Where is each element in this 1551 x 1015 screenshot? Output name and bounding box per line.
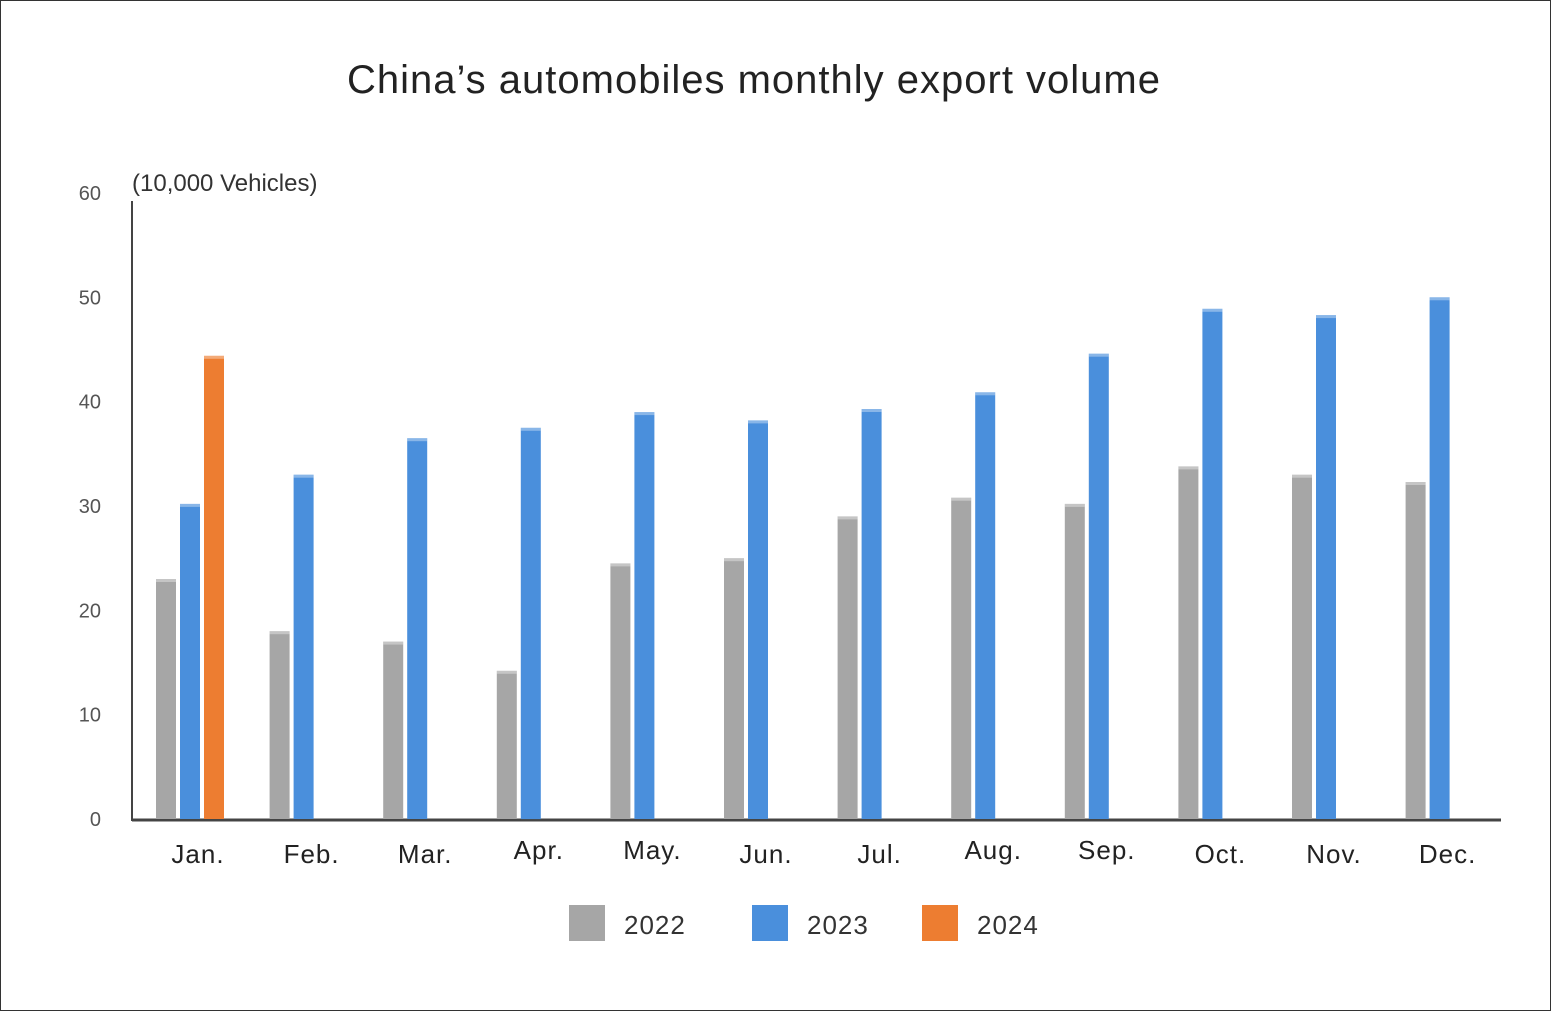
bar-cap bbox=[204, 355, 224, 359]
legend-label-2023: 2023 bbox=[807, 910, 869, 940]
bar-2024-0 bbox=[204, 355, 224, 819]
legend-label-2022: 2022 bbox=[624, 910, 686, 940]
bar-cap bbox=[837, 516, 858, 520]
bar-2023-5 bbox=[748, 420, 768, 819]
x-tick-label: Feb. bbox=[284, 839, 340, 869]
legend-swatch-2024 bbox=[922, 905, 958, 941]
bar-cap bbox=[975, 392, 996, 396]
bar-cap bbox=[1292, 474, 1312, 478]
x-tick-label: Aug. bbox=[964, 835, 1022, 865]
bar-2022-0 bbox=[156, 579, 176, 819]
bar-2023-8 bbox=[1088, 353, 1109, 819]
bar-cap bbox=[269, 631, 290, 635]
bar-cap bbox=[951, 497, 972, 501]
y-unit-label: (10,000 Vehicles) bbox=[132, 170, 317, 197]
y-tick-labels: 0 10 20 30 40 50 60 bbox=[79, 183, 101, 831]
bar-2023-7 bbox=[975, 392, 996, 819]
chart-title: China’s automobiles monthly export volum… bbox=[347, 58, 1161, 102]
bar-cap bbox=[383, 641, 404, 645]
bar-2023-9 bbox=[1202, 308, 1223, 819]
bar-2023-3 bbox=[520, 427, 541, 820]
bar-2022-4 bbox=[610, 563, 631, 819]
bar-cap bbox=[1316, 315, 1336, 319]
y-tick-label: 20 bbox=[79, 600, 101, 622]
x-tick-label: Apr. bbox=[514, 835, 564, 865]
legend: 2022 2023 2024 bbox=[569, 905, 1039, 941]
bar-2022-10 bbox=[1292, 474, 1312, 819]
y-tick-label: 0 bbox=[90, 809, 101, 831]
x-tick-label: Jan. bbox=[171, 839, 224, 869]
x-tick-label: Jun. bbox=[739, 839, 792, 869]
x-tick-label: Nov. bbox=[1306, 839, 1362, 869]
bar-2023-0 bbox=[180, 503, 200, 819]
bar-2022-3 bbox=[496, 670, 517, 819]
y-tick-label: 50 bbox=[79, 287, 101, 309]
bar-cap bbox=[1088, 353, 1109, 357]
x-tick-label: Sep. bbox=[1078, 835, 1136, 865]
y-tick-label: 10 bbox=[79, 705, 101, 727]
bar-2023-2 bbox=[407, 438, 428, 819]
bar-2023-6 bbox=[861, 409, 882, 819]
x-tick-label: Dec. bbox=[1419, 839, 1476, 869]
bar-cap bbox=[1429, 297, 1450, 301]
bar-2022-8 bbox=[1064, 503, 1085, 819]
x-tick-label: Oct. bbox=[1195, 839, 1247, 869]
bar-2022-2 bbox=[383, 641, 404, 819]
bar-2022-9 bbox=[1178, 466, 1199, 819]
bar-2023-1 bbox=[293, 474, 314, 819]
x-tick-label: May. bbox=[623, 835, 681, 865]
axes bbox=[131, 201, 1501, 822]
x-tick-label: Jul. bbox=[857, 839, 901, 869]
bars bbox=[156, 297, 1450, 820]
bar-2023-11 bbox=[1429, 297, 1450, 819]
bar-2022-5 bbox=[724, 558, 744, 819]
bar-2022-6 bbox=[837, 516, 858, 819]
bar-cap bbox=[1178, 466, 1199, 470]
x-tick-labels: Jan. Feb. Mar. Apr. May. Jun. Jul. Aug. Sep. Oct.… bbox=[171, 835, 1476, 869]
y-tick-label: 40 bbox=[79, 392, 101, 414]
legend-swatch-2023 bbox=[752, 905, 788, 941]
bar-cap bbox=[407, 438, 428, 442]
bar-cap bbox=[1405, 482, 1426, 485]
bar-cap bbox=[293, 474, 314, 478]
bar-cap bbox=[520, 427, 541, 431]
bar-cap bbox=[610, 563, 631, 567]
bar-cap bbox=[748, 420, 768, 424]
bar-cap bbox=[1202, 308, 1223, 312]
x-tick-label: Mar. bbox=[398, 839, 453, 869]
bar-cap bbox=[180, 503, 200, 507]
bar-2022-1 bbox=[269, 631, 290, 819]
legend-swatch-2022 bbox=[569, 905, 605, 941]
bar-cap bbox=[861, 409, 882, 412]
bar-cap bbox=[724, 558, 744, 562]
y-tick-label: 60 bbox=[79, 183, 101, 205]
bar-cap bbox=[496, 670, 517, 674]
bar-cap bbox=[156, 579, 176, 582]
bar-cap bbox=[1064, 503, 1085, 507]
bar-2022-11 bbox=[1405, 482, 1426, 819]
bar-2023-4 bbox=[634, 412, 655, 819]
bar-2022-7 bbox=[951, 497, 972, 819]
y-tick-label: 30 bbox=[79, 496, 101, 518]
bar-cap bbox=[634, 412, 655, 416]
legend-label-2024: 2024 bbox=[977, 910, 1039, 940]
bar-2023-10 bbox=[1316, 315, 1336, 819]
